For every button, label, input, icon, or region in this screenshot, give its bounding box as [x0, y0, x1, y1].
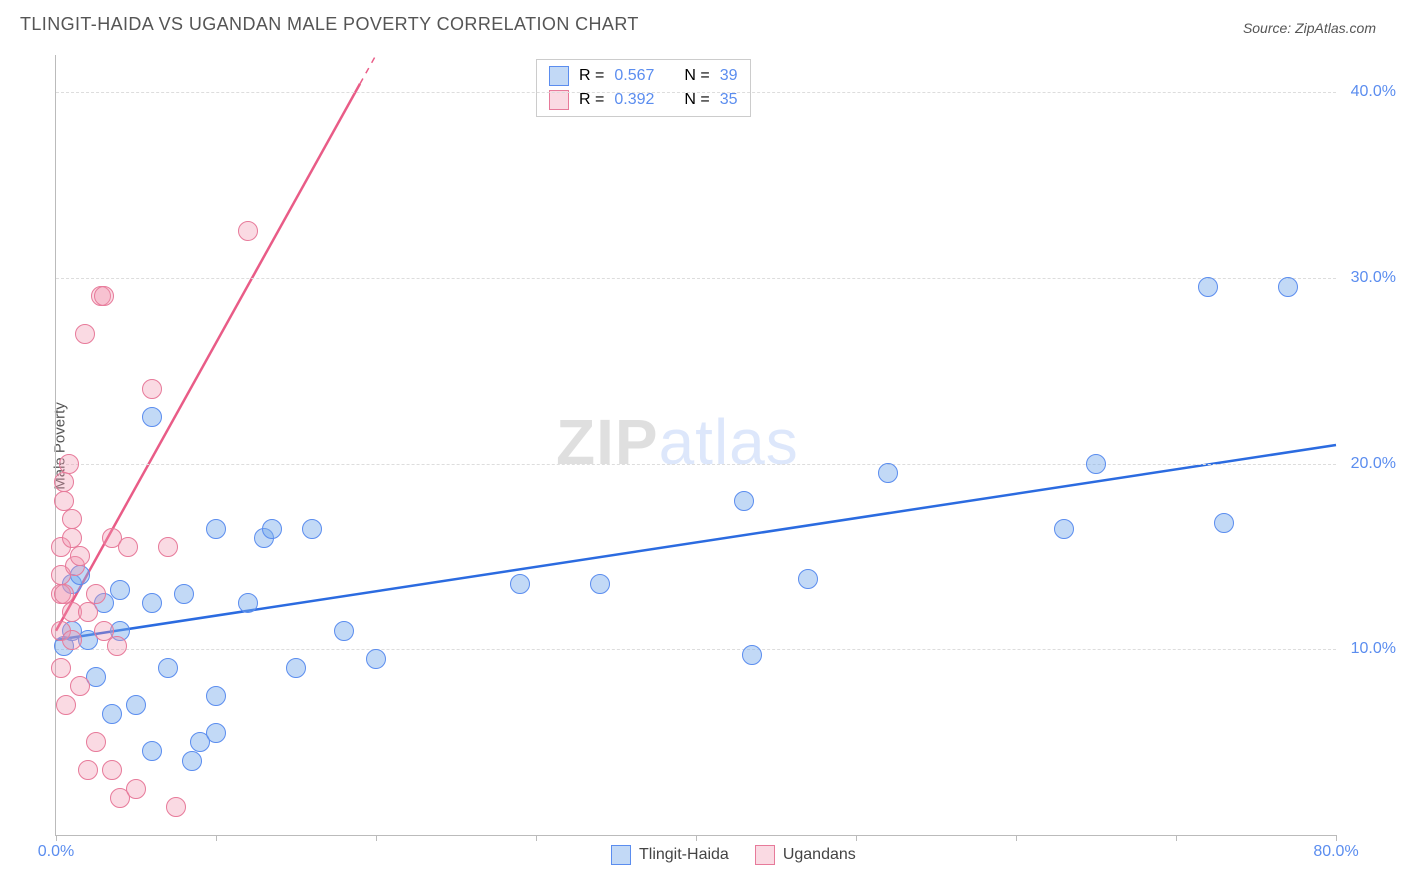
- x-tick: [1176, 835, 1177, 841]
- scatter-point: [78, 760, 98, 780]
- scatter-point: [286, 658, 306, 678]
- swatch-blue: [611, 845, 631, 865]
- scatter-point: [70, 546, 90, 566]
- swatch-blue: [549, 66, 569, 86]
- stat-r-label: R =: [579, 67, 604, 85]
- stat-n-blue: 39: [720, 67, 738, 85]
- scatter-point: [1278, 277, 1298, 297]
- legend-item-blue: Tlingit-Haida: [611, 845, 729, 865]
- scatter-point: [182, 751, 202, 771]
- trend-line: [56, 84, 360, 631]
- scatter-point: [366, 649, 386, 669]
- scatter-point: [59, 454, 79, 474]
- scatter-point: [302, 519, 322, 539]
- x-tick-label: 0.0%: [38, 843, 74, 861]
- gridline: [56, 92, 1336, 93]
- stat-r-blue: 0.567: [614, 67, 654, 85]
- scatter-point: [1086, 454, 1106, 474]
- scatter-point: [107, 636, 127, 656]
- scatter-point: [75, 324, 95, 344]
- scatter-point: [262, 519, 282, 539]
- x-tick: [856, 835, 857, 841]
- scatter-point: [102, 760, 122, 780]
- scatter-point: [206, 686, 226, 706]
- scatter-point: [62, 630, 82, 650]
- scatter-point: [94, 286, 114, 306]
- scatter-point: [206, 723, 226, 743]
- plot-area: ZIPatlas R = 0.567 N = 39 R = 0.392 N = …: [55, 55, 1336, 836]
- scatter-point: [56, 695, 76, 715]
- x-tick: [1016, 835, 1017, 841]
- scatter-point: [158, 658, 178, 678]
- trend-line-dashed: [360, 55, 376, 84]
- scatter-point: [51, 658, 71, 678]
- x-tick: [56, 835, 57, 841]
- legend-item-pink: Ugandans: [755, 845, 856, 865]
- y-tick-label: 40.0%: [1351, 83, 1396, 101]
- scatter-point: [878, 463, 898, 483]
- scatter-point: [118, 537, 138, 557]
- scatter-point: [78, 602, 98, 622]
- scatter-point: [334, 621, 354, 641]
- stat-n-label: N =: [684, 91, 709, 109]
- scatter-point: [1198, 277, 1218, 297]
- y-tick-label: 30.0%: [1351, 269, 1396, 287]
- gridline: [56, 464, 1336, 465]
- scatter-point: [1214, 513, 1234, 533]
- scatter-point: [54, 584, 74, 604]
- y-tick-label: 20.0%: [1351, 455, 1396, 473]
- x-tick: [536, 835, 537, 841]
- scatter-point: [590, 574, 610, 594]
- swatch-pink: [755, 845, 775, 865]
- scatter-point: [62, 509, 82, 529]
- correlation-stats-box: R = 0.567 N = 39 R = 0.392 N = 35: [536, 59, 751, 117]
- stat-r-pink: 0.392: [614, 91, 654, 109]
- scatter-point: [238, 593, 258, 613]
- scatter-point: [158, 537, 178, 557]
- legend-label-pink: Ugandans: [783, 846, 856, 864]
- scatter-point: [62, 528, 82, 548]
- scatter-point: [142, 407, 162, 427]
- stat-r-label: R =: [579, 91, 604, 109]
- x-tick: [376, 835, 377, 841]
- stat-row-blue: R = 0.567 N = 39: [549, 66, 738, 86]
- scatter-point: [510, 574, 530, 594]
- x-tick: [696, 835, 697, 841]
- scatter-point: [102, 704, 122, 724]
- scatter-point: [206, 519, 226, 539]
- scatter-point: [798, 569, 818, 589]
- scatter-point: [166, 797, 186, 817]
- scatter-point: [742, 645, 762, 665]
- scatter-point: [1054, 519, 1074, 539]
- scatter-point: [110, 580, 130, 600]
- stat-n-pink: 35: [720, 91, 738, 109]
- scatter-point: [54, 472, 74, 492]
- scatter-point: [142, 593, 162, 613]
- legend: Tlingit-Haida Ugandans: [611, 845, 856, 865]
- chart-title: TLINGIT-HAIDA VS UGANDAN MALE POVERTY CO…: [20, 14, 639, 35]
- x-tick: [1336, 835, 1337, 841]
- trend-lines: [56, 55, 1336, 835]
- scatter-point: [86, 584, 106, 604]
- scatter-point: [238, 221, 258, 241]
- x-tick-label: 80.0%: [1313, 843, 1358, 861]
- scatter-point: [70, 676, 90, 696]
- legend-label-blue: Tlingit-Haida: [639, 846, 729, 864]
- scatter-point: [734, 491, 754, 511]
- gridline: [56, 649, 1336, 650]
- scatter-point: [86, 732, 106, 752]
- scatter-point: [174, 584, 194, 604]
- x-tick: [216, 835, 217, 841]
- scatter-point: [54, 491, 74, 511]
- y-tick-label: 10.0%: [1351, 640, 1396, 658]
- scatter-point: [126, 779, 146, 799]
- stat-n-label: N =: [684, 67, 709, 85]
- scatter-point: [142, 379, 162, 399]
- scatter-point: [126, 695, 146, 715]
- scatter-point: [142, 741, 162, 761]
- source-label: Source: ZipAtlas.com: [1243, 20, 1376, 36]
- gridline: [56, 278, 1336, 279]
